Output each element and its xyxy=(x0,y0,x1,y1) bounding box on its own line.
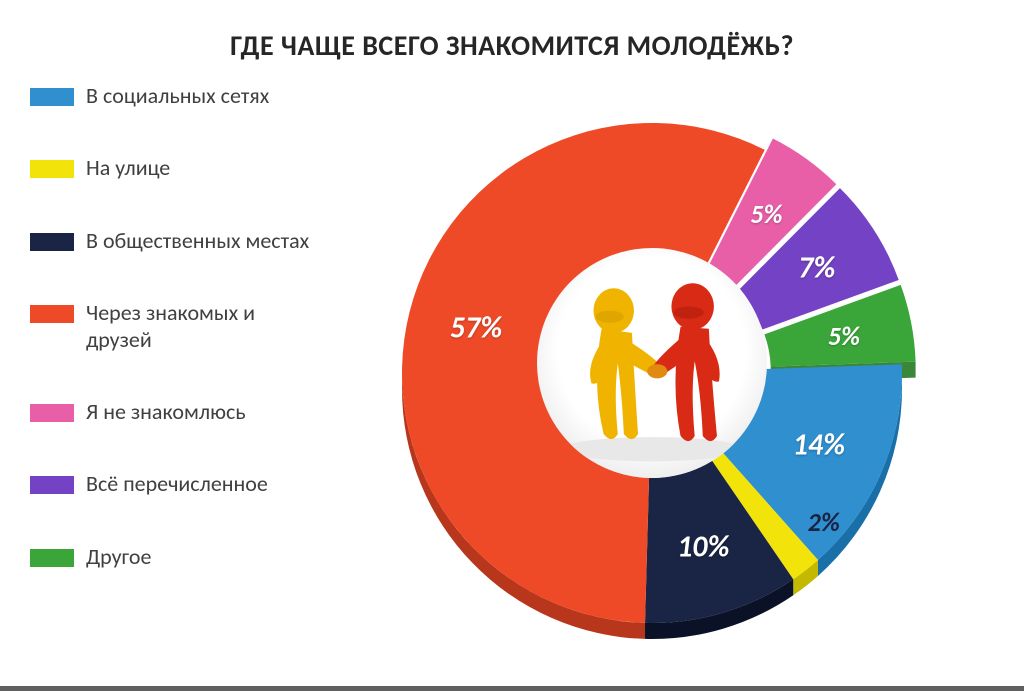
legend-label: На улице xyxy=(86,155,310,181)
slice-label-all: 7% xyxy=(798,249,835,286)
legend-label: Я не знакомлюсь xyxy=(86,399,310,425)
legend-item-social: В социальных сетях xyxy=(30,83,310,109)
content-row: В социальных сетях На улице В общественных… xyxy=(0,73,1024,653)
legend-swatch xyxy=(30,160,74,178)
legend-swatch xyxy=(30,305,74,323)
slice-label-friends: 57% xyxy=(450,310,502,347)
legend-swatch xyxy=(30,233,74,251)
legend-swatch xyxy=(30,404,74,422)
chart-title: ГДЕ ЧАЩЕ ВСЕГО ЗНАКОМИТСЯ МОЛОДЁЖЬ? xyxy=(0,0,1024,73)
donut-chart: 14% 2% 10% 57% 5% 7% 5% xyxy=(372,83,932,643)
legend-item-friends: Через знакомых и друзей xyxy=(30,300,310,353)
legend-item-none: Я не знакомлюсь xyxy=(30,399,310,425)
legend-label: Через знакомых и друзей xyxy=(86,300,310,353)
legend-label: В общественных местах xyxy=(86,228,310,254)
legend-label: Другое xyxy=(86,544,310,570)
legend-item-public: В общественных местах xyxy=(30,228,310,254)
slice-label-street: 2% xyxy=(808,506,840,538)
handshake-figures-icon xyxy=(551,262,753,464)
slice-label-other: 5% xyxy=(828,320,860,352)
center-illustration xyxy=(537,248,767,478)
legend-item-all: Всё перечисленное xyxy=(30,471,310,497)
slice-label-none: 5% xyxy=(750,198,782,230)
slice-label-social: 14% xyxy=(793,426,845,463)
legend: В социальных сетях На улице В общественных… xyxy=(30,73,310,616)
legend-swatch xyxy=(30,549,74,567)
legend-label: Всё перечисленное xyxy=(86,471,310,497)
legend-label: В социальных сетях xyxy=(86,83,310,109)
legend-item-street: На улице xyxy=(30,155,310,181)
slice-label-public: 10% xyxy=(677,529,729,566)
bottom-border xyxy=(0,686,1024,691)
legend-item-other: Другое xyxy=(30,544,310,570)
legend-swatch xyxy=(30,88,74,106)
legend-swatch xyxy=(30,476,74,494)
chart-area: 14% 2% 10% 57% 5% 7% 5% xyxy=(310,73,994,653)
